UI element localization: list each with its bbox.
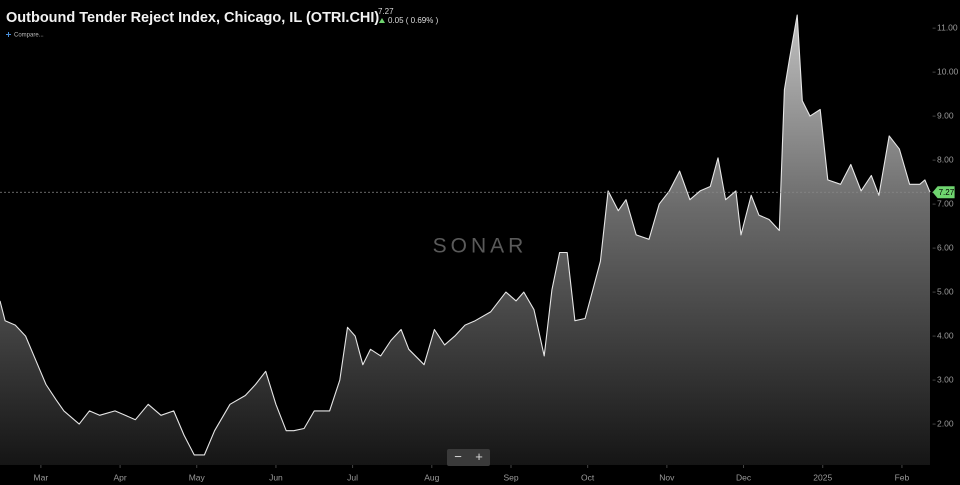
y-tick-label: 3.00 — [937, 374, 954, 384]
y-tick-label: 2.00 — [937, 418, 954, 428]
plot-area — [0, 14, 931, 465]
y-tick-label: 4.00 — [937, 330, 954, 340]
x-tick-label: Jun — [269, 472, 283, 482]
watermark: SONAR — [433, 235, 528, 258]
zoom-controls — [447, 449, 490, 466]
x-tick-label: Mar — [34, 472, 49, 482]
zoom-out[interactable]: − — [454, 449, 462, 464]
x-tick-label: Aug — [424, 472, 439, 482]
zoom-in[interactable]: + — [475, 449, 483, 464]
y-tick-label: 10.00 — [937, 66, 959, 76]
y-tick-label: 6.00 — [937, 242, 954, 252]
y-tick-label: 5.00 — [937, 286, 954, 296]
y-tick-label: 9.00 — [937, 110, 954, 120]
x-tick-label: Oct — [581, 472, 595, 482]
x-tick-label: Apr — [113, 472, 126, 482]
x-tick-label: Feb — [895, 472, 910, 482]
compare-button[interactable]: Compare... — [6, 32, 44, 39]
compare-label[interactable]: Compare... — [14, 33, 44, 39]
last-value-badge — [932, 186, 955, 199]
plus-icon — [6, 32, 11, 37]
up-arrow — [379, 18, 385, 23]
last-price: 7.27 — [378, 7, 394, 16]
x-tick-label: May — [189, 472, 206, 482]
x-tick-label: 2025 — [813, 472, 832, 482]
x-tick-label: Nov — [659, 472, 675, 482]
chart-title: Outbound Tender Reject Index, Chicago, I… — [6, 10, 379, 26]
x-tick-label: Jul — [347, 472, 358, 482]
y-tick-label: 8.00 — [937, 154, 954, 164]
x-tick-label: Sep — [503, 472, 518, 482]
area-fill — [0, 15, 930, 465]
last-value-label: 7.27 — [939, 188, 955, 197]
line — [0, 14, 931, 456]
x-tick-label: Dec — [736, 472, 752, 482]
y-tick-label: 7.00 — [937, 198, 954, 208]
price-change: 0.05 ( 0.69% ) — [388, 16, 439, 25]
y-tick-label: 11.00 — [937, 22, 958, 32]
